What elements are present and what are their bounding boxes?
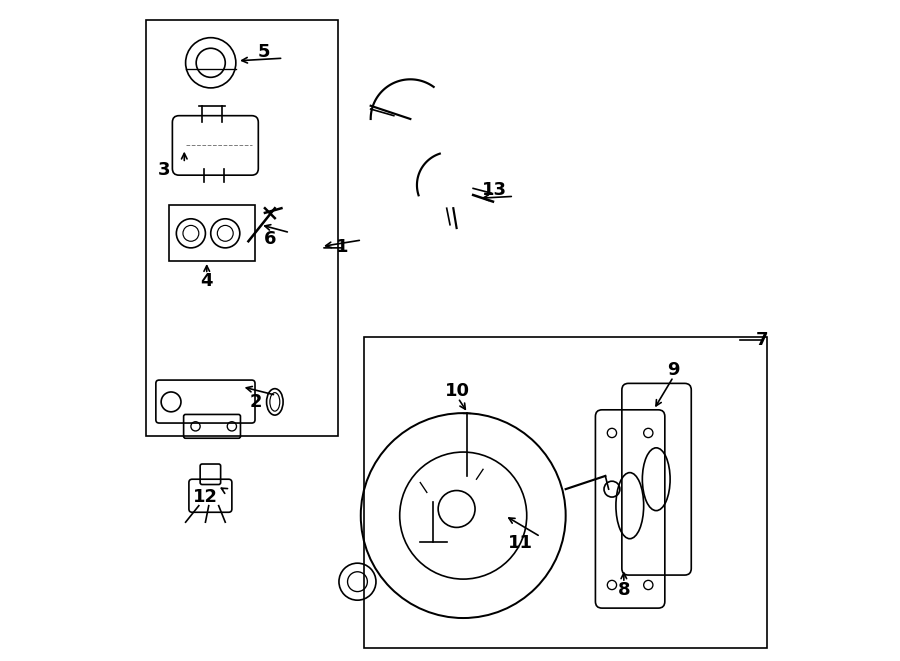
- Text: 6: 6: [264, 230, 276, 249]
- Text: 8: 8: [617, 580, 630, 599]
- Text: 10: 10: [446, 382, 471, 401]
- Text: 4: 4: [201, 272, 213, 290]
- Text: 3: 3: [158, 161, 171, 179]
- Text: 5: 5: [257, 42, 270, 61]
- Bar: [146, 20, 338, 436]
- Text: 9: 9: [667, 361, 680, 379]
- Text: 2: 2: [250, 393, 263, 411]
- Bar: [364, 337, 768, 648]
- Bar: [169, 205, 255, 261]
- Text: 12: 12: [193, 488, 218, 506]
- Text: 11: 11: [508, 534, 533, 553]
- Text: 13: 13: [482, 180, 507, 199]
- Text: 7: 7: [756, 331, 769, 350]
- Text: 1: 1: [336, 237, 348, 256]
